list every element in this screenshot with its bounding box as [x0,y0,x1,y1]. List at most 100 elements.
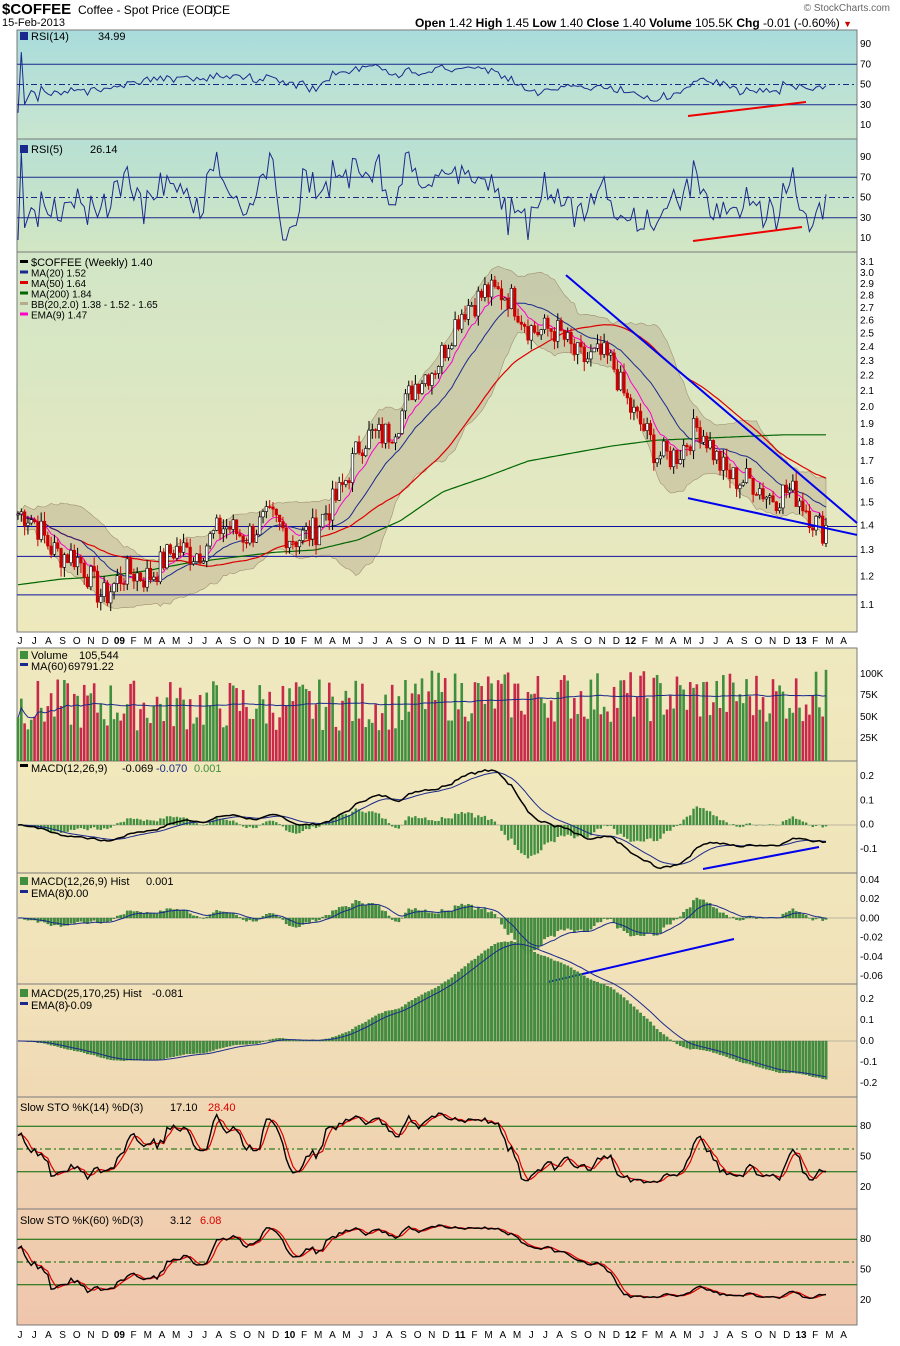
macd2-hist-bar [483,908,487,919]
macd3-hist-bar [576,971,579,1042]
x-axis-label-bottom: J [699,1330,704,1341]
rsi5-swatch [20,145,28,153]
macd2-hist-bar [96,917,99,924]
macd2-value: 0.001 [146,876,174,888]
macd3-hist-bar [659,1032,662,1042]
volume-bar [811,695,815,761]
macd3-hist-bar [675,1040,679,1045]
macd1-hist-bar [169,816,172,825]
macd1-hist-bar [374,812,377,825]
candle-body [638,410,643,425]
volume-bar [678,685,682,761]
macd2-hist-bar [645,917,649,934]
volume-bar [761,697,765,761]
volume-bar [520,710,523,761]
macd3-hist-bar [506,941,510,1042]
x-axis-label-bottom: M [513,1330,521,1341]
macd1-hist-bar [606,825,609,827]
date: 15-Feb-2013 [2,17,65,29]
candle-body [632,406,636,413]
macd3-hist-bar [708,1040,712,1052]
candle-body [383,423,388,444]
macd1-hist-bar [612,825,616,829]
x-axis-label-bottom: N [258,1330,265,1341]
candle-body [536,332,540,336]
volume-bar [735,701,738,761]
candle-body [344,480,348,485]
candle-body [162,551,166,569]
macd2-hist-bar [500,917,503,925]
rsi5-tick-label: 30 [860,213,872,224]
low-label: Low [532,16,557,30]
macd1-hist-bar [596,825,599,829]
macd2-hist-bar [794,911,798,919]
macd2-hist-bar [384,911,387,919]
volume-bar [616,707,619,761]
macd2-hist-bar [92,917,96,921]
volume-bar [76,695,79,761]
volume-bar [225,725,228,761]
price-tick-label: 2.3 [860,356,874,367]
candle-body [330,488,335,521]
macd2-hist-bar [639,917,642,936]
macd1-hist-bar [145,819,149,825]
candle-body [446,348,451,359]
candle-body [784,484,788,494]
macd2-hist-bar [715,908,719,919]
volume-bar [178,687,182,761]
macd2-hist-bar [212,912,215,919]
price-tick-label: 1.1 [860,600,874,611]
x-axis-label-bottom: J [543,1330,548,1341]
candle-body [99,596,103,603]
macd3-hist-bar [423,992,427,1042]
rsi14-tick-label: 70 [860,59,872,70]
volume-bar [457,709,460,761]
macd3-hist-bar [72,1040,76,1051]
volume-bar [208,705,212,761]
x-axis-label-top: 11 [455,636,466,647]
macd1-hist-bar [649,825,652,839]
macd3-hist-bar [774,1040,778,1073]
volume-bar [89,693,93,761]
macd3-hist-bar [599,983,603,1042]
volume-bar [483,703,487,761]
volume-bar [556,691,560,761]
x-axis-label-top: A [556,636,563,647]
x-axis-label-top: N [87,636,94,647]
volume-bar [122,713,126,761]
macd2-hist-bar [354,900,358,919]
x-axis-label-top: F [471,636,477,647]
panel-rsi5 [16,138,858,253]
x-axis-label-top: 10 [284,636,296,647]
x-axis-label-bottom: A [499,1330,506,1341]
macd2-hist-bar [281,917,285,920]
price-legend-label: EMA(9) 1.47 [31,311,88,322]
macd3-hist-bar [119,1040,123,1061]
macd2-hist-bar [463,905,467,919]
volume-bar [659,683,662,761]
volume-bar [159,703,162,761]
macd2-hist-bar [718,912,722,919]
macd3-hist-bar [159,1040,162,1060]
candle-body [89,566,93,588]
rsi14-divergence-line [687,101,807,117]
candle-body [105,582,110,604]
macd3-hist-bar [490,946,493,1042]
volume-bar [632,716,636,761]
macd3-hist-bar [536,953,540,1042]
volume-bar [288,688,291,761]
volume-bar [781,691,785,761]
volume-bar [486,676,490,761]
candle-body [754,494,759,496]
macd1-hist-bar [745,823,748,825]
volume-bar [543,703,546,761]
candle-body [19,511,23,515]
macd3-hist-bar [794,1040,798,1074]
macd3-tick-label: -0.2 [860,1078,878,1089]
macd3-hist-bar [245,1040,248,1045]
candle-body [436,366,441,374]
candle-body [496,286,500,290]
macd1-hist-bar [460,812,463,825]
macd3-hist-bar [367,1019,371,1042]
candle-body [284,527,288,549]
